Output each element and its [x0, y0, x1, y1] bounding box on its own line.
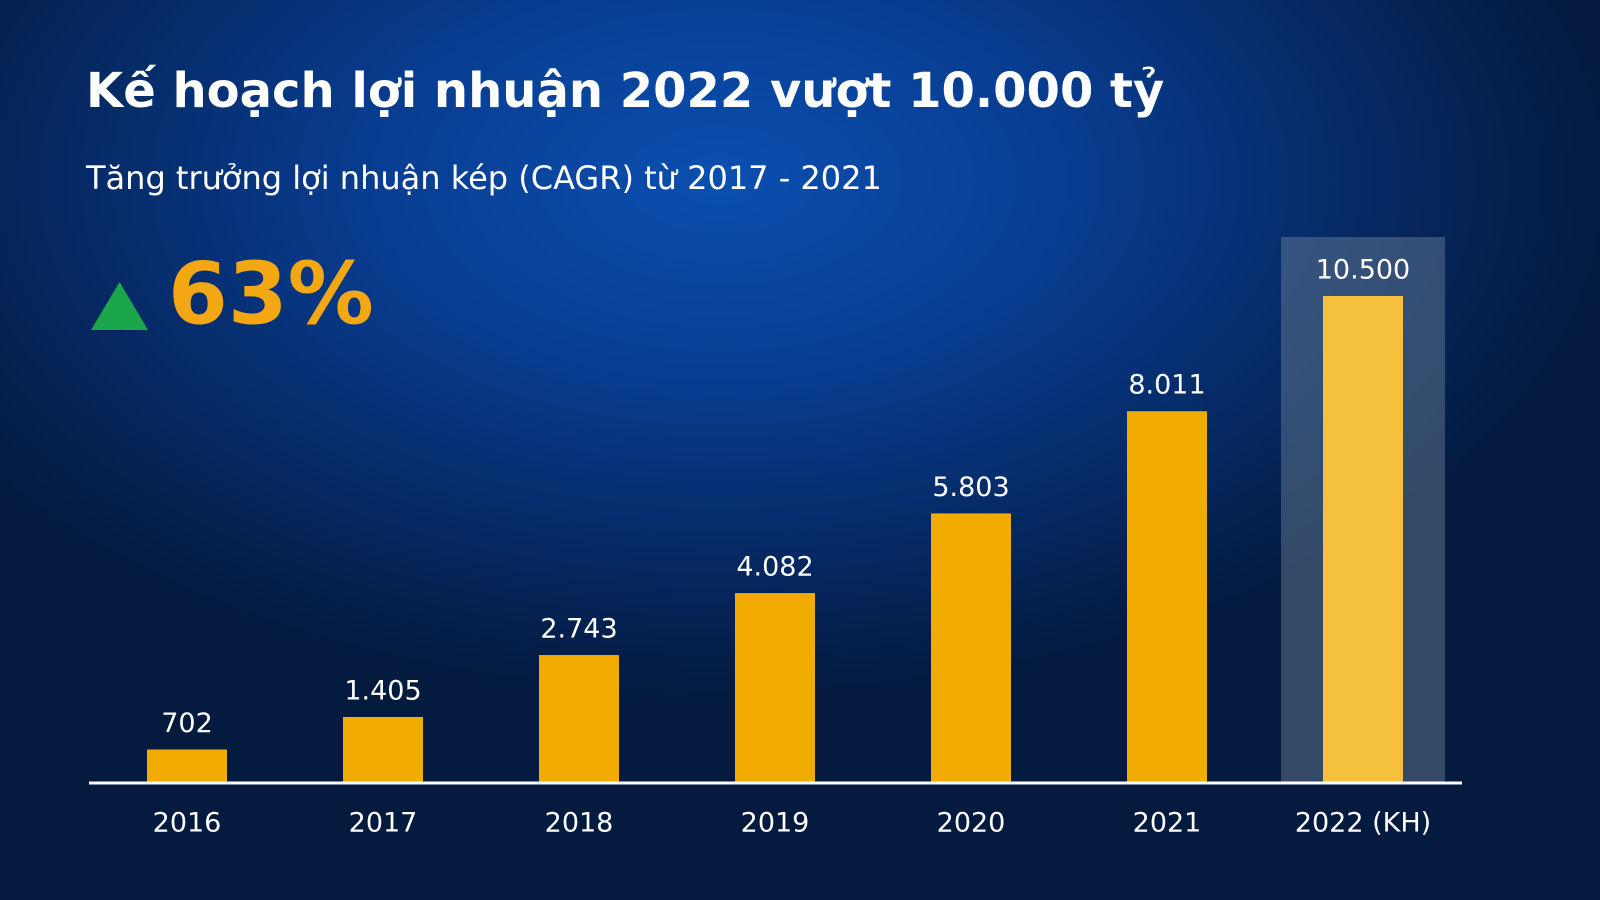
value-label: 10.500 [1316, 255, 1410, 286]
bar [931, 513, 1011, 782]
chart-subtitle: Tăng trưởng lợi nhuận kép (CAGR) từ 2017… [85, 159, 882, 197]
x-tick-label: 2019 [741, 808, 810, 839]
chart-title: Kế hoạch lợi nhuận 2022 vượt 10.000 tỷ [86, 63, 1164, 119]
bar [147, 749, 227, 782]
x-tick-label: 2017 [349, 808, 418, 839]
bar [343, 716, 423, 782]
bar [539, 655, 619, 782]
x-tick-label: 2016 [153, 808, 222, 839]
x-tick-label: 2022 (KH) [1295, 808, 1431, 839]
value-label: 2.743 [540, 614, 617, 645]
value-label: 702 [161, 708, 213, 739]
cagr-annotation: 63% [168, 244, 374, 344]
value-label: 4.082 [736, 552, 813, 583]
value-label: 8.011 [1128, 370, 1205, 401]
x-tick-label: 2020 [937, 808, 1006, 839]
bar [735, 593, 815, 782]
bar [1323, 296, 1403, 782]
value-label: 1.405 [344, 675, 421, 706]
value-label: 5.803 [932, 472, 1009, 503]
bar [1127, 411, 1207, 782]
x-tick-label: 2018 [545, 808, 614, 839]
x-tick-label: 2021 [1133, 808, 1202, 839]
up-arrow [91, 282, 148, 330]
